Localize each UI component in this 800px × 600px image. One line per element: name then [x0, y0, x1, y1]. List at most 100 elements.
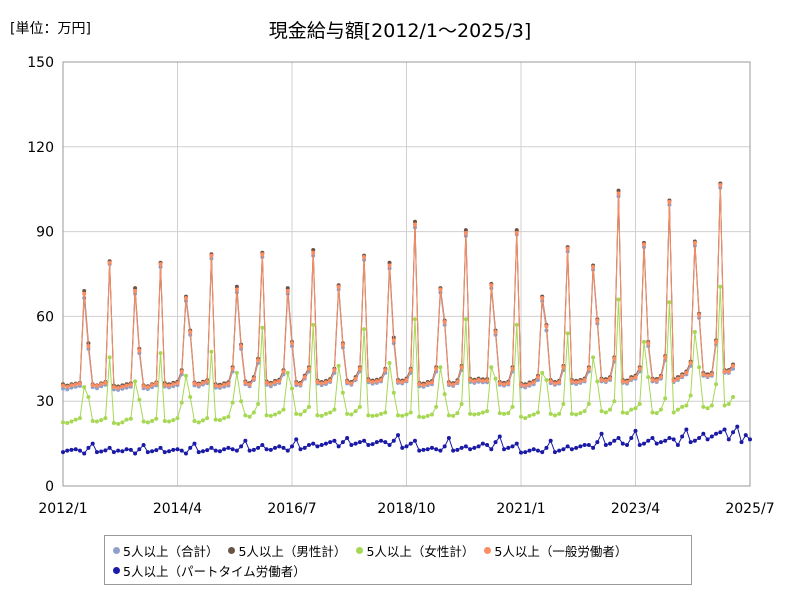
- data-point: [336, 363, 341, 368]
- data-point: [718, 430, 723, 435]
- data-point: [451, 448, 456, 453]
- data-point: [612, 356, 617, 361]
- data-point: [145, 385, 150, 390]
- data-point: [463, 317, 468, 322]
- data-point: [714, 431, 719, 436]
- data-point: [107, 445, 112, 450]
- data-point: [370, 413, 375, 418]
- data-point: [735, 424, 740, 429]
- data-point: [247, 448, 252, 453]
- data-point: [306, 443, 311, 448]
- data-point: [714, 339, 719, 344]
- data-point: [167, 419, 172, 424]
- data-point: [667, 300, 672, 305]
- data-point: [120, 420, 125, 425]
- data-point: [175, 416, 180, 421]
- data-point: [192, 441, 197, 446]
- data-point: [438, 448, 443, 453]
- data-point: [671, 410, 676, 415]
- data-point: [73, 382, 78, 387]
- data-point: [523, 383, 528, 388]
- data-point: [281, 445, 286, 450]
- data-point: [641, 339, 646, 344]
- x-tick-label: 2012/1: [38, 501, 87, 517]
- data-point: [633, 375, 638, 380]
- data-point: [675, 443, 680, 448]
- data-point: [247, 382, 252, 387]
- data-point: [650, 378, 655, 382]
- data-point: [616, 188, 621, 193]
- data-point: [247, 414, 252, 419]
- data-point: [565, 246, 570, 251]
- data-point: [357, 404, 362, 409]
- data-point: [599, 378, 604, 382]
- data-point: [506, 411, 511, 416]
- data-point: [362, 327, 367, 332]
- data-point: [654, 411, 659, 416]
- data-point: [671, 437, 676, 442]
- data-point: [103, 448, 108, 453]
- data-point: [205, 379, 210, 384]
- legend-item: 5人以上（一般労働者）: [484, 541, 627, 560]
- data-point: [273, 412, 278, 417]
- data-point: [586, 402, 591, 407]
- data-point: [446, 413, 451, 418]
- data-point: [629, 435, 634, 440]
- data-point: [162, 450, 167, 455]
- data-point: [731, 394, 736, 399]
- data-point: [366, 443, 371, 448]
- data-point: [709, 403, 714, 408]
- data-point: [591, 445, 596, 450]
- data-point: [726, 369, 731, 374]
- data-point: [77, 416, 82, 421]
- data-point: [315, 444, 320, 449]
- data-point: [349, 412, 354, 417]
- data-point: [226, 414, 231, 419]
- data-point: [684, 403, 689, 408]
- data-point: [171, 447, 176, 452]
- data-point: [200, 449, 205, 454]
- data-point: [256, 402, 261, 407]
- data-point: [61, 383, 65, 388]
- data-point: [234, 370, 239, 375]
- data-point: [722, 403, 727, 408]
- y-tick-label: 60: [36, 309, 54, 325]
- data-point: [162, 382, 167, 387]
- data-point: [603, 378, 608, 383]
- data-point: [548, 411, 553, 416]
- data-point: [383, 368, 388, 373]
- data-point: [183, 296, 188, 301]
- data-point: [99, 449, 104, 454]
- data-point: [425, 447, 430, 452]
- data-point: [476, 444, 481, 449]
- data-point: [133, 286, 138, 291]
- data-point: [370, 442, 375, 447]
- data-point: [391, 438, 396, 443]
- data-point: [667, 435, 672, 440]
- data-point: [383, 440, 388, 445]
- data-point: [374, 440, 379, 445]
- data-point: [277, 444, 282, 449]
- data-point: [396, 413, 401, 418]
- data-point: [446, 435, 451, 440]
- data-point: [357, 440, 362, 445]
- data-point: [552, 381, 557, 386]
- data-point: [370, 379, 375, 384]
- data-point: [714, 382, 719, 387]
- data-point: [281, 369, 286, 374]
- data-point: [82, 291, 87, 296]
- data-point: [688, 393, 693, 398]
- data-point: [667, 199, 672, 204]
- data-point: [120, 449, 125, 454]
- data-point: [578, 411, 583, 416]
- data-point: [192, 381, 197, 386]
- data-point: [417, 414, 422, 419]
- data-point: [230, 400, 235, 405]
- data-point: [646, 341, 651, 346]
- data-point: [311, 247, 316, 252]
- data-point: [705, 406, 710, 411]
- data-point: [205, 416, 210, 421]
- data-point: [290, 341, 294, 346]
- data-point: [637, 402, 642, 407]
- data-point: [535, 448, 540, 453]
